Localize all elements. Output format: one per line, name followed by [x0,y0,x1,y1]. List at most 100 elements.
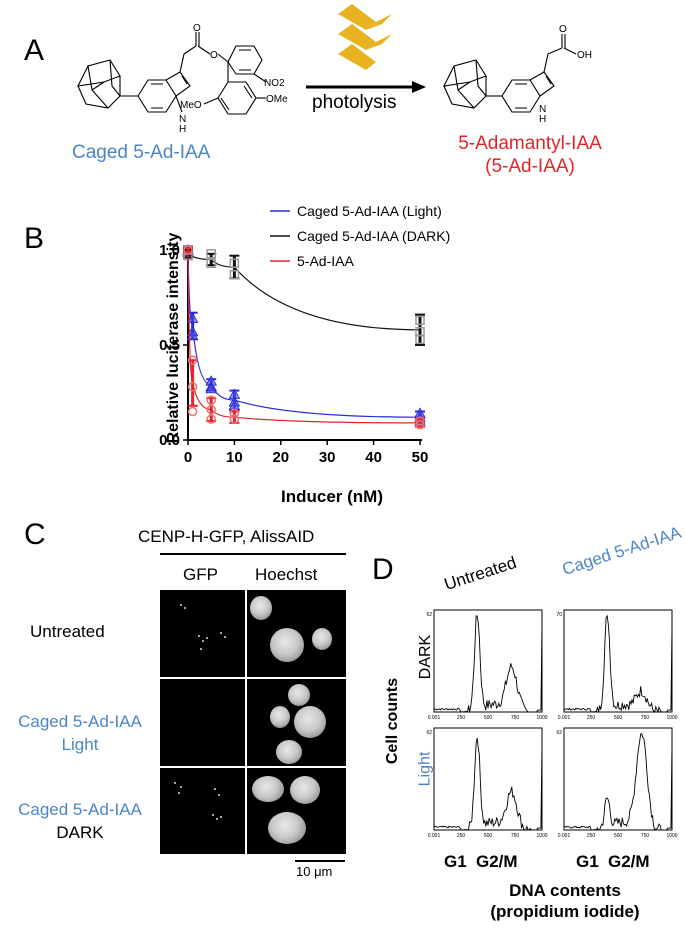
x-tick-label: 40 [365,449,382,466]
g2m-label-1: G2/M [476,852,518,871]
luciferase-chart: 0 10 20 30 40 50 0.0 0.5 1.0 Caged 5-Ad-IAA (Ligh… [159,203,450,466]
atom-meo: MeO [180,100,202,111]
atom-h: H [179,124,186,135]
atom-n: N [539,104,546,115]
gfp-foci [216,818,218,820]
panel-b-letter: B [24,222,45,255]
chart-ylabel: Relative luciferase intensity [165,232,182,444]
d-ylabel: Cell counts [384,677,401,765]
histogram-xtick: 250 [587,715,596,721]
nucleus [270,706,290,728]
scale-bar [295,860,345,862]
row-caged-light-cond: Light [61,735,99,754]
series-line-0 [187,249,421,418]
gfp-foci [214,788,216,790]
histogram-xtick: 750 [641,715,650,721]
row-caged-light: Caged 5-Ad-IAA Light [0,710,160,756]
d-xlabel-line1: DNA contents [509,881,621,900]
atom-ome: OMe [266,94,288,105]
product-abbrev: (5-Ad-IAA) [485,156,575,177]
gfp-foci [178,792,180,794]
product-label: 5-Adamantyl-IAA (5-Ad-IAA) [440,132,620,178]
x-tick-label: 30 [319,449,336,466]
panel-c-letter: C [24,518,46,551]
gfp-foci [220,632,222,634]
col-hoechst: Hoechst [255,565,318,584]
data-point [206,258,216,269]
gfp-foci [220,816,222,818]
g1-label-2: G1 [576,852,599,871]
gfp-foci [212,814,214,816]
data-point [187,382,198,392]
row-untreated: Untreated [30,622,105,641]
atom-o: O [193,23,201,34]
histogram-frame [563,609,673,713]
histogram-xtick: 250 [457,833,466,839]
data-point [186,329,199,340]
product-structure: O OH N H [443,24,592,125]
data-point [415,416,425,426]
d-xlabel: DNA contents (propidium iodide) [470,880,660,922]
flow-histograms: 62 0.001 250 500 750 1000 70 0.001 250 500 750 1000… [426,609,678,839]
g2m-label-2: G2/M [608,852,650,871]
atom-no2: NO2 [264,78,285,89]
data-point [415,420,425,430]
grid-divider-h [160,677,346,679]
atom-o: O [210,50,218,61]
nucleus [276,740,302,764]
nucleus [268,812,306,844]
histogram-xtick: 500 [484,715,493,721]
legend-label: Caged 5-Ad-IAA (DARK) [297,228,450,244]
histogram-xtick: 500 [614,715,623,721]
gfp-foci [184,607,186,609]
photolysis-label: photolysis [312,92,397,113]
gfp-foci [180,604,182,606]
caged-structure: O O NO2 MeO OMe N H [77,23,288,135]
histogram-xtick: 750 [511,715,520,721]
atom-n: N [179,114,186,125]
x-tick-label: 10 [226,449,243,466]
legend-label: Caged 5-Ad-IAA (Light) [297,203,442,219]
data-point [183,245,193,255]
histogram-xtick: 750 [511,833,520,839]
x-tick-label: 50 [412,449,429,466]
scale-bar-label: 10 μm [296,864,333,879]
nucleus [270,628,304,662]
x-tick-label: 20 [272,449,289,466]
reaction-arrow [306,81,426,93]
gfp-foci [200,648,202,650]
data-point [187,406,198,417]
histogram-trace [563,733,673,831]
micrograph-grid [160,590,346,854]
data-point [415,315,425,326]
row-caged-dark: Caged 5-Ad-IAA DARK [0,798,160,844]
histogram-trace [433,615,543,713]
histogram-ymax: 62 [426,612,432,618]
col-untreated: Untreated [441,552,519,595]
histogram-trace [433,738,543,831]
nucleus [252,776,284,802]
data-point [415,334,425,345]
atom-h: H [539,114,546,125]
light-icon [338,4,392,70]
grid-divider-h [160,766,346,768]
gfp-foci [202,640,204,642]
histogram-xtick: 250 [587,833,596,839]
row-caged-dark-name: Caged 5-Ad-IAA [18,800,142,819]
gfp-foci [218,794,220,796]
data-point [206,414,216,424]
histogram-ymax: 70 [556,612,562,618]
panel-a-letter: A [24,34,45,67]
histogram-xtick: 500 [614,833,623,839]
gfp-foci [174,782,176,784]
histogram-xtick: 1000 [666,715,677,721]
histogram-trace [563,614,673,713]
data-point [229,414,240,424]
y-tick-label: 0.0 [159,432,180,449]
histogram-xtick: 0.001 [558,715,571,721]
g1-label-1: G1 [444,852,467,871]
histogram-xtick: 250 [457,715,466,721]
histogram-frame [433,609,543,713]
data-point [186,312,199,323]
nucleus [294,706,326,738]
